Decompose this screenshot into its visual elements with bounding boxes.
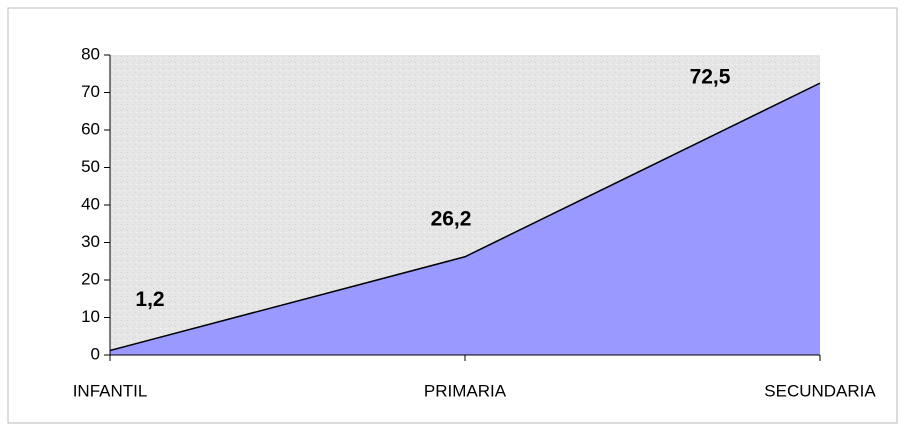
y-tick-label: 60 xyxy=(81,119,100,138)
x-tick-label: INFANTIL xyxy=(73,381,148,400)
y-tick-label: 50 xyxy=(81,157,100,176)
value-label: 1,2 xyxy=(135,288,164,311)
area-line xyxy=(109,82,821,352)
value-label: 26,2 xyxy=(431,207,472,230)
y-tick-label: 30 xyxy=(81,232,100,251)
value-label: 72,5 xyxy=(690,66,731,89)
y-tick-label: 20 xyxy=(81,269,100,288)
y-tick-label: 0 xyxy=(91,344,100,363)
y-tick-label: 80 xyxy=(81,44,100,63)
x-tick-label: SECUNDARIA xyxy=(764,381,876,400)
y-tick-label: 40 xyxy=(81,194,100,213)
area xyxy=(110,83,820,355)
x-tick-label: PRIMARIA xyxy=(424,381,507,400)
y-tick-label: 70 xyxy=(81,82,100,101)
y-tick-label: 10 xyxy=(81,307,100,326)
